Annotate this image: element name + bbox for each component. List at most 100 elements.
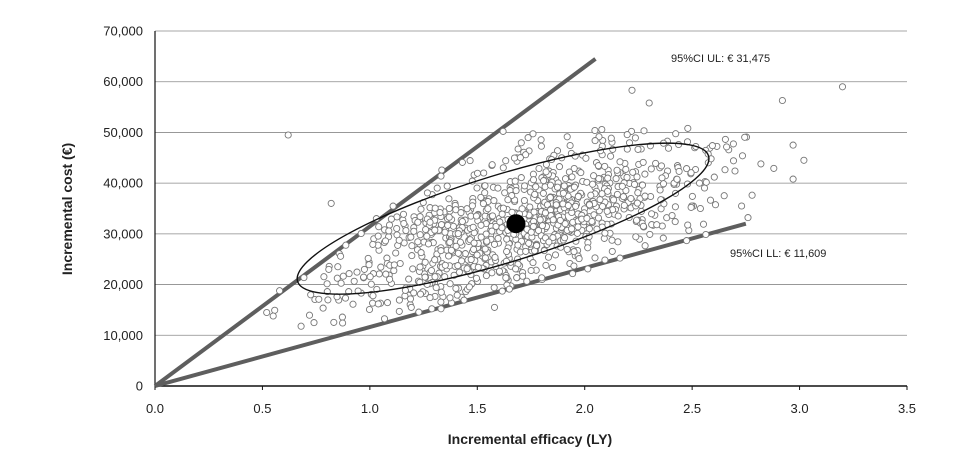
simulation-point (546, 193, 554, 202)
simulation-point (608, 247, 616, 255)
simulation-point (428, 305, 436, 313)
simulation-point (271, 306, 279, 314)
simulation-point (263, 308, 271, 317)
simulation-point (646, 230, 654, 238)
simulation-point (556, 216, 564, 224)
simulation-point (395, 307, 403, 315)
simulation-point (657, 162, 666, 170)
simulation-point (612, 175, 620, 183)
simulation-point (668, 211, 676, 220)
simulation-point (563, 133, 571, 141)
simulation-point (559, 189, 567, 197)
simulation-point (406, 295, 415, 303)
simulation-point (367, 280, 375, 288)
simulation-point (622, 165, 630, 173)
simulation-point (645, 99, 653, 107)
simulation-point (699, 220, 708, 228)
simulation-point (499, 164, 507, 172)
simulation-point (417, 205, 425, 213)
simulation-point (594, 214, 603, 222)
simulation-point (463, 265, 471, 273)
y-axis-title: Incremental cost (€) (59, 143, 75, 275)
simulation-point (616, 254, 624, 262)
simulation-point (513, 274, 521, 282)
simulation-point (416, 290, 425, 298)
simulation-point (588, 217, 596, 225)
simulation-point (446, 294, 454, 302)
simulation-point (490, 197, 498, 205)
simulation-point (537, 142, 545, 150)
simulation-point (452, 206, 460, 214)
simulation-point (585, 201, 594, 209)
simulation-point (630, 180, 639, 188)
simulation-point (477, 193, 485, 201)
simulation-point (387, 215, 395, 223)
simulation-point (415, 308, 423, 316)
simulation-point (568, 225, 576, 233)
simulation-point (591, 137, 599, 145)
point-estimate-group (506, 214, 526, 234)
simulation-point (441, 261, 449, 269)
simulation-point (514, 241, 522, 249)
simulation-point (474, 263, 482, 271)
simulation-point (449, 222, 457, 230)
simulation-point (490, 240, 499, 248)
simulation-point (634, 189, 642, 197)
simulation-point (377, 263, 385, 271)
simulation-point (300, 274, 308, 282)
simulation-point (534, 226, 543, 235)
simulation-point (408, 242, 416, 250)
simulation-point (614, 238, 622, 246)
simulation-point (549, 234, 557, 242)
simulation-point (607, 134, 615, 142)
simulation-point (568, 173, 576, 181)
simulation-point (473, 184, 481, 192)
simulation-point (469, 223, 477, 231)
simulation-point (484, 205, 492, 213)
simulation-point (276, 287, 284, 295)
simulation-point (489, 212, 497, 220)
simulation-point (631, 134, 639, 142)
simulation-point (481, 182, 489, 190)
x-tick-label: 3.0 (791, 401, 809, 416)
simulation-point (341, 294, 350, 302)
simulation-point (687, 169, 695, 177)
simulation-point (582, 154, 590, 162)
simulation-point (465, 283, 473, 291)
simulation-point (708, 142, 716, 150)
simulation-point (601, 162, 609, 170)
simulation-point (638, 181, 647, 189)
simulation-point (720, 192, 728, 200)
simulation-point (584, 265, 592, 273)
simulation-point (627, 194, 635, 203)
simulation-point (472, 212, 480, 220)
simulation-point (437, 288, 445, 296)
simulation-point (503, 247, 511, 256)
simulation-point (546, 181, 555, 189)
simulation-point (454, 249, 462, 257)
x-tick-label: 1.0 (361, 401, 379, 416)
simulation-point (778, 96, 786, 105)
simulation-point (526, 203, 534, 211)
simulation-point (488, 269, 496, 277)
simulation-point (444, 221, 452, 229)
simulation-point (365, 305, 374, 314)
simulation-point (310, 319, 318, 327)
simulation-point (619, 193, 627, 201)
simulation-point (684, 124, 692, 132)
simulation-point (598, 125, 606, 134)
simulation-point (350, 277, 358, 285)
x-tick-label: 3.5 (898, 401, 916, 416)
simulation-point (369, 299, 377, 307)
simulation-point (408, 252, 416, 260)
simulation-point (641, 192, 649, 200)
simulation-point (337, 279, 345, 287)
simulation-point (457, 209, 465, 217)
simulation-point (613, 190, 621, 198)
simulation-point (532, 183, 540, 191)
simulation-point (598, 202, 607, 210)
simulation-point (800, 156, 808, 164)
simulation-point (520, 196, 528, 205)
simulation-point (591, 254, 599, 262)
simulation-point (437, 247, 445, 255)
